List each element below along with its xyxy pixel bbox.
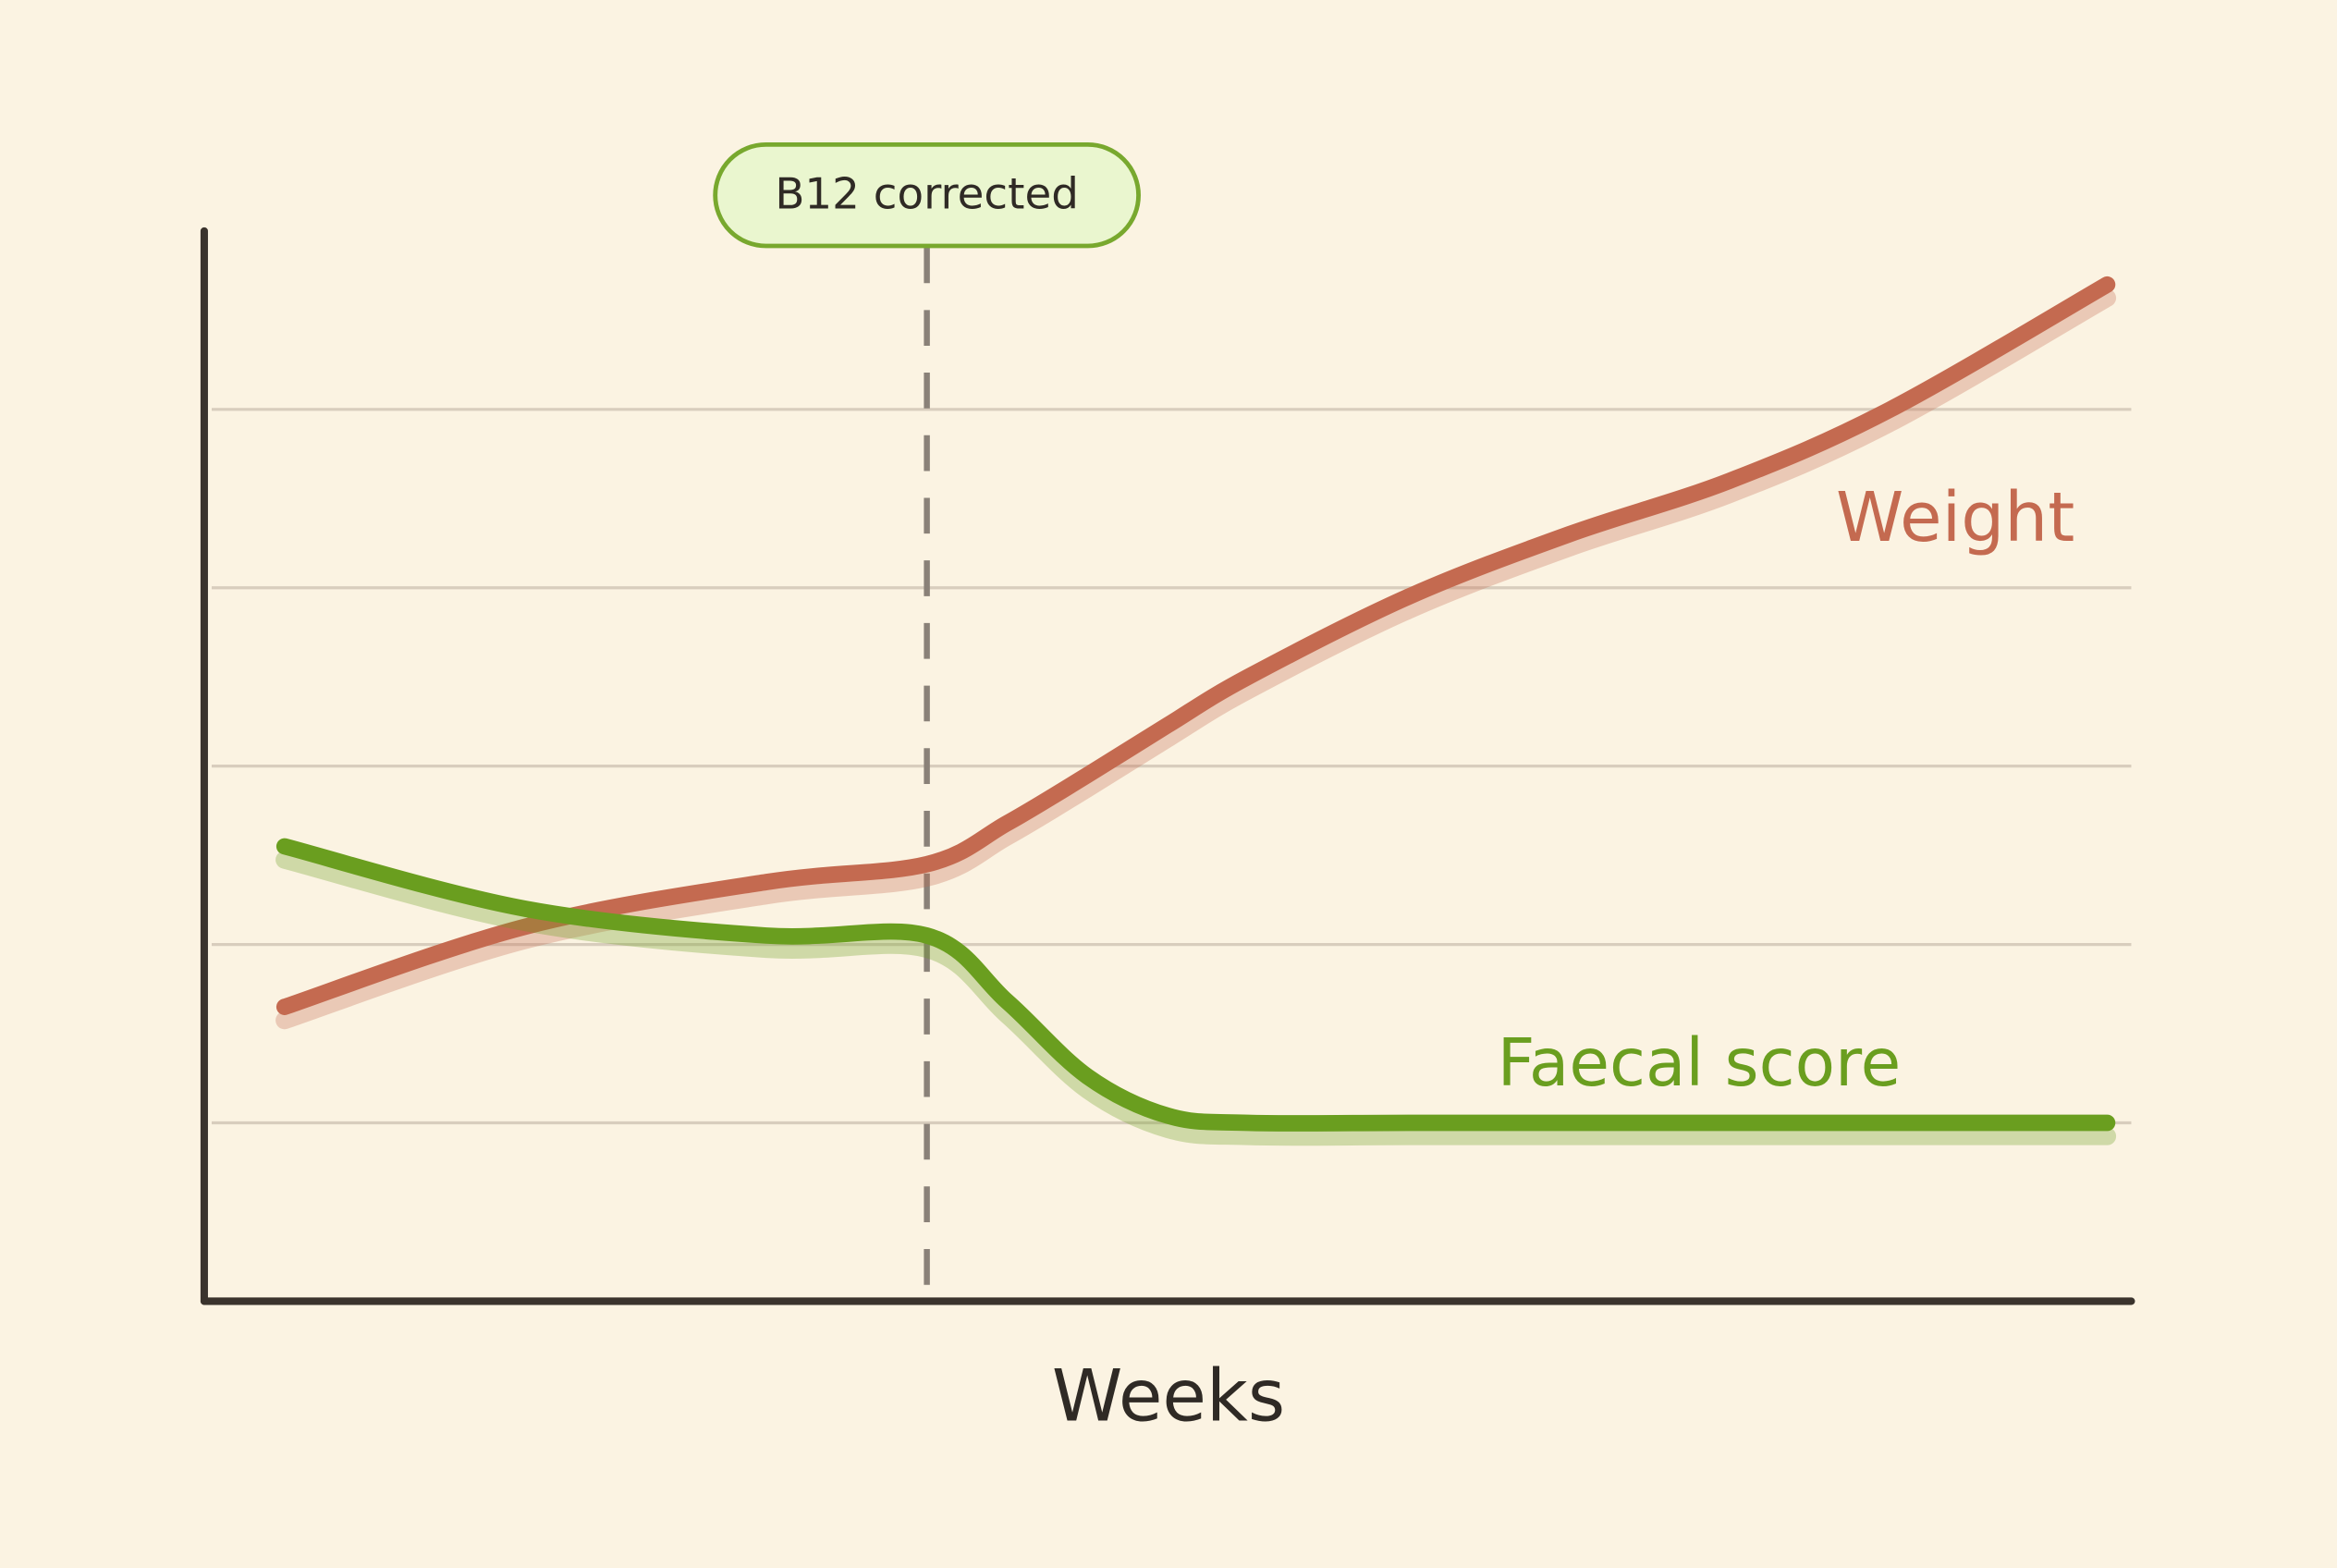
series-label: Weight — [1836, 478, 2074, 557]
annotation-label: B12 corrected — [775, 169, 1079, 219]
line-shadow — [275, 288, 2117, 1030]
x-axis-label: Weeks — [1052, 1354, 1285, 1438]
annotation-box — [713, 141, 1141, 249]
series-label: Faecal score — [1498, 1024, 1902, 1101]
series-line — [275, 276, 2116, 1015]
series-line — [275, 838, 2116, 1132]
line-shadow — [275, 851, 2117, 1146]
